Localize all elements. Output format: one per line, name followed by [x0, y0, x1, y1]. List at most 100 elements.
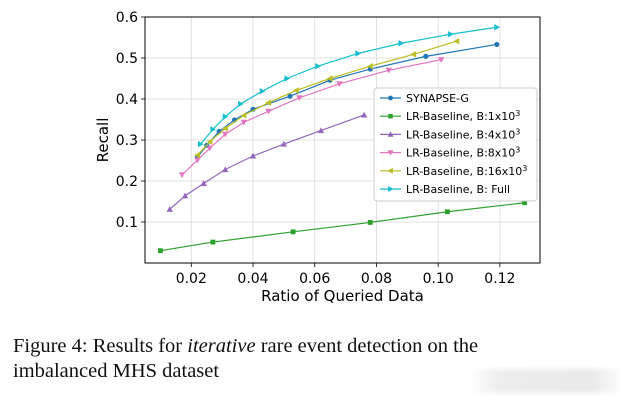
- data-point: [238, 100, 244, 108]
- data-point: [259, 88, 266, 95]
- axis-ticks: 0.02 0.04 0.06 0.08 0.10 0.12 0.1 0.2 0.3 0.4 0.5 0…: [116, 10, 516, 287]
- data-point: [287, 93, 293, 99]
- chart-figure: 0.02 0.04 0.06 0.08 0.10 0.12 0.1 0.2 0.3 0.4 0.5 0…: [94, 10, 541, 305]
- data-point: [290, 229, 296, 235]
- legend-label: LR-Baseline, B: Full: [406, 183, 510, 196]
- series-layer: [158, 24, 527, 254]
- data-point: [178, 172, 186, 179]
- legend-label: LR-Baseline, B:16x103: [406, 164, 527, 178]
- data-point: [284, 75, 291, 82]
- data-point: [206, 138, 213, 145]
- legend-label-superscript: 3: [515, 146, 520, 155]
- data-point: [453, 37, 460, 45]
- data-point: [494, 41, 500, 48]
- data-point: [249, 152, 257, 159]
- caption-italic-word: iterative: [187, 335, 256, 357]
- data-point: [355, 50, 362, 57]
- caption-line-1: Figure 4: Results for iterative rare eve…: [13, 334, 625, 359]
- data-point: [158, 248, 163, 254]
- data-point: [181, 192, 189, 199]
- x-tick-label: 0.10: [423, 271, 454, 287]
- x-tick-label: 0.08: [361, 271, 392, 287]
- series-2: [166, 111, 368, 212]
- series-3: [178, 57, 445, 179]
- blurred-watermark: [470, 369, 620, 393]
- data-point: [494, 24, 500, 31]
- legend-swatch-marker: [388, 113, 393, 119]
- y-tick-label: 0.4: [116, 92, 138, 108]
- data-point: [522, 200, 527, 206]
- data-point: [438, 57, 445, 63]
- legend-item: LR-Baseline, B:1x103: [380, 109, 520, 123]
- x-tick-label: 0.04: [237, 271, 268, 287]
- legend-item: LR-Baseline, B: Full: [380, 183, 510, 196]
- series-line: [160, 202, 525, 252]
- data-point: [293, 87, 299, 94]
- data-point: [367, 220, 373, 225]
- legend-label-text: LR-Baseline, B:16x10: [406, 165, 522, 178]
- data-point: [280, 140, 288, 147]
- series-5: [197, 24, 500, 148]
- series-line: [181, 59, 442, 176]
- data-point: [445, 209, 450, 215]
- legend-label-text: LR-Baseline, B: Full: [406, 183, 510, 196]
- series-4: [194, 37, 460, 159]
- y-tick-label: 0.5: [116, 51, 138, 67]
- caption-suffix: rare event detection on the: [255, 335, 479, 357]
- data-point: [194, 151, 201, 159]
- legend-label-text: LR-Baseline, B:4x10: [406, 128, 515, 141]
- data-point: [222, 125, 228, 132]
- legend-label: LR-Baseline, B:8x103: [406, 146, 520, 160]
- data-point: [423, 53, 429, 59]
- data-point: [210, 239, 216, 245]
- data-point: [265, 108, 272, 115]
- legend-label-superscript: 3: [515, 127, 520, 136]
- data-point: [296, 95, 303, 101]
- legend-label: LR-Baseline, B:4x103: [406, 127, 520, 141]
- data-point: [265, 99, 271, 106]
- data-point: [210, 126, 217, 133]
- legend-label-text: LR-Baseline, B:1x10: [406, 110, 515, 123]
- caption-prefix: Figure 4: Results for: [13, 335, 188, 357]
- data-point: [240, 112, 247, 119]
- legend-swatch-marker: [388, 95, 393, 101]
- y-tick-label: 0.3: [116, 133, 138, 149]
- data-point: [315, 63, 322, 70]
- legend-swatch-marker: [387, 131, 394, 137]
- series-1: [158, 200, 527, 254]
- legend-item: LR-Baseline, B:16x103: [380, 164, 527, 178]
- data-point: [206, 145, 214, 152]
- data-point: [326, 75, 333, 82]
- data-point: [197, 140, 204, 148]
- legend-swatch-marker: [388, 186, 394, 192]
- legend-swatch-marker: [387, 150, 394, 156]
- series-line: [169, 114, 365, 210]
- legend-label-text: SYNAPSE-G: [406, 92, 469, 105]
- data-point: [240, 119, 247, 126]
- caption-line-2: imbalanced MHS dataset: [13, 360, 220, 382]
- data-point: [367, 63, 373, 70]
- data-point: [385, 67, 392, 74]
- data-point: [398, 40, 405, 47]
- data-point: [447, 31, 454, 38]
- legend-label-superscript: 3: [515, 109, 520, 118]
- legend-item: SYNAPSE-G: [380, 92, 469, 105]
- legend-label-text: LR-Baseline, B:8x10: [406, 147, 515, 160]
- data-point: [166, 206, 173, 212]
- x-tick-label: 0.12: [484, 271, 515, 287]
- y-tick-label: 0.6: [116, 10, 138, 26]
- data-point: [410, 51, 417, 58]
- legend-item: LR-Baseline, B:8x103: [380, 146, 520, 160]
- x-tick-label: 0.02: [176, 271, 207, 287]
- legend: SYNAPSE-GLR-Baseline, B:1x103LR-Baseline…: [373, 87, 538, 202]
- data-point: [194, 157, 201, 164]
- data-point: [336, 81, 343, 88]
- data-point: [360, 111, 368, 118]
- chart-svg: 0.02 0.04 0.06 0.08 0.10 0.12 0.1 0.2 0.3 0.4 0.5 0…: [94, 10, 541, 305]
- data-point: [317, 127, 325, 134]
- legend-label: SYNAPSE-G: [406, 92, 469, 105]
- data-point: [222, 131, 229, 138]
- data-point: [222, 166, 229, 173]
- y-tick-label: 0.1: [116, 215, 138, 231]
- legend-swatch-marker: [387, 167, 393, 174]
